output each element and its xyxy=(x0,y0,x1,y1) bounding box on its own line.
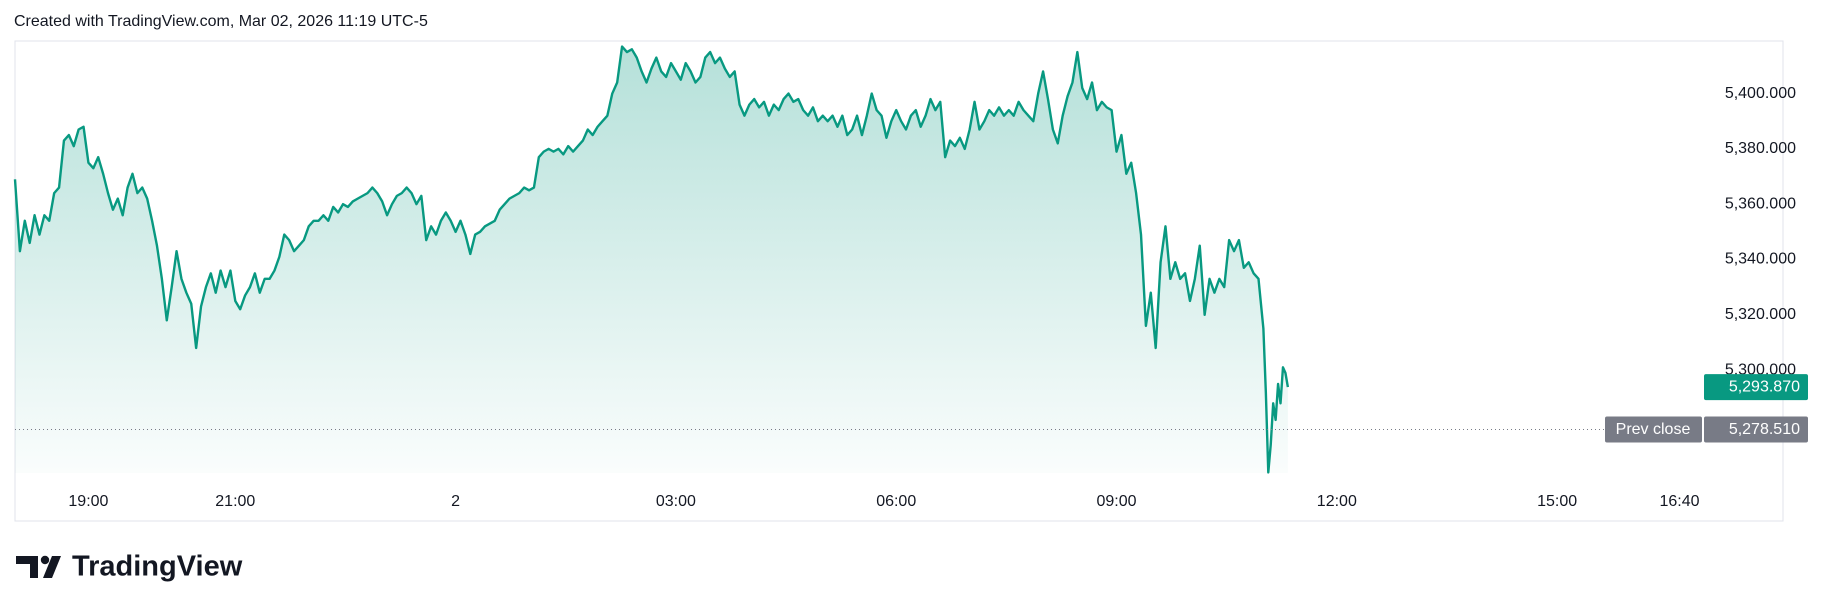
x-tick-label: 16:40 xyxy=(1659,493,1699,510)
prev-close-name-badge xyxy=(1605,416,1702,443)
last-price-badge xyxy=(1704,374,1808,401)
logo-dot xyxy=(40,555,50,565)
prev-close-name: Prev close xyxy=(1616,421,1691,438)
x-tick-label: 12:00 xyxy=(1317,493,1357,510)
header: Created with TradingView.com, Mar 02, 20… xyxy=(14,13,428,30)
y-tick-label: 5,400.000 xyxy=(1725,85,1796,102)
prev-close-value-label: 5,278.510 xyxy=(1729,421,1800,438)
y-tick-label: 5,380.000 xyxy=(1725,140,1796,157)
brand-name: TradingView xyxy=(72,551,243,583)
x-tick-label: 06:00 xyxy=(876,493,916,510)
x-tick-label: 2 xyxy=(451,493,460,510)
x-tick-label: 15:00 xyxy=(1537,493,1577,510)
logo: TradingView xyxy=(16,551,243,583)
logo-mark xyxy=(16,556,38,578)
y-tick-label: 5,320.000 xyxy=(1725,306,1796,323)
logo-slash xyxy=(43,556,61,578)
prev-close-value-badge xyxy=(1704,416,1808,443)
x-tick-label: 19:00 xyxy=(68,493,108,510)
x-tick-label: 03:00 xyxy=(656,493,696,510)
area-fill xyxy=(15,46,1288,473)
x-tick-label: 09:00 xyxy=(1096,493,1136,510)
price-line xyxy=(13,45,1290,474)
y-tick-label: 5,340.000 xyxy=(1725,251,1796,268)
last-price-label: 5,293.870 xyxy=(1729,378,1800,395)
x-tick-label: 21:00 xyxy=(215,493,255,510)
y-tick-label: 5,360.000 xyxy=(1725,195,1796,212)
